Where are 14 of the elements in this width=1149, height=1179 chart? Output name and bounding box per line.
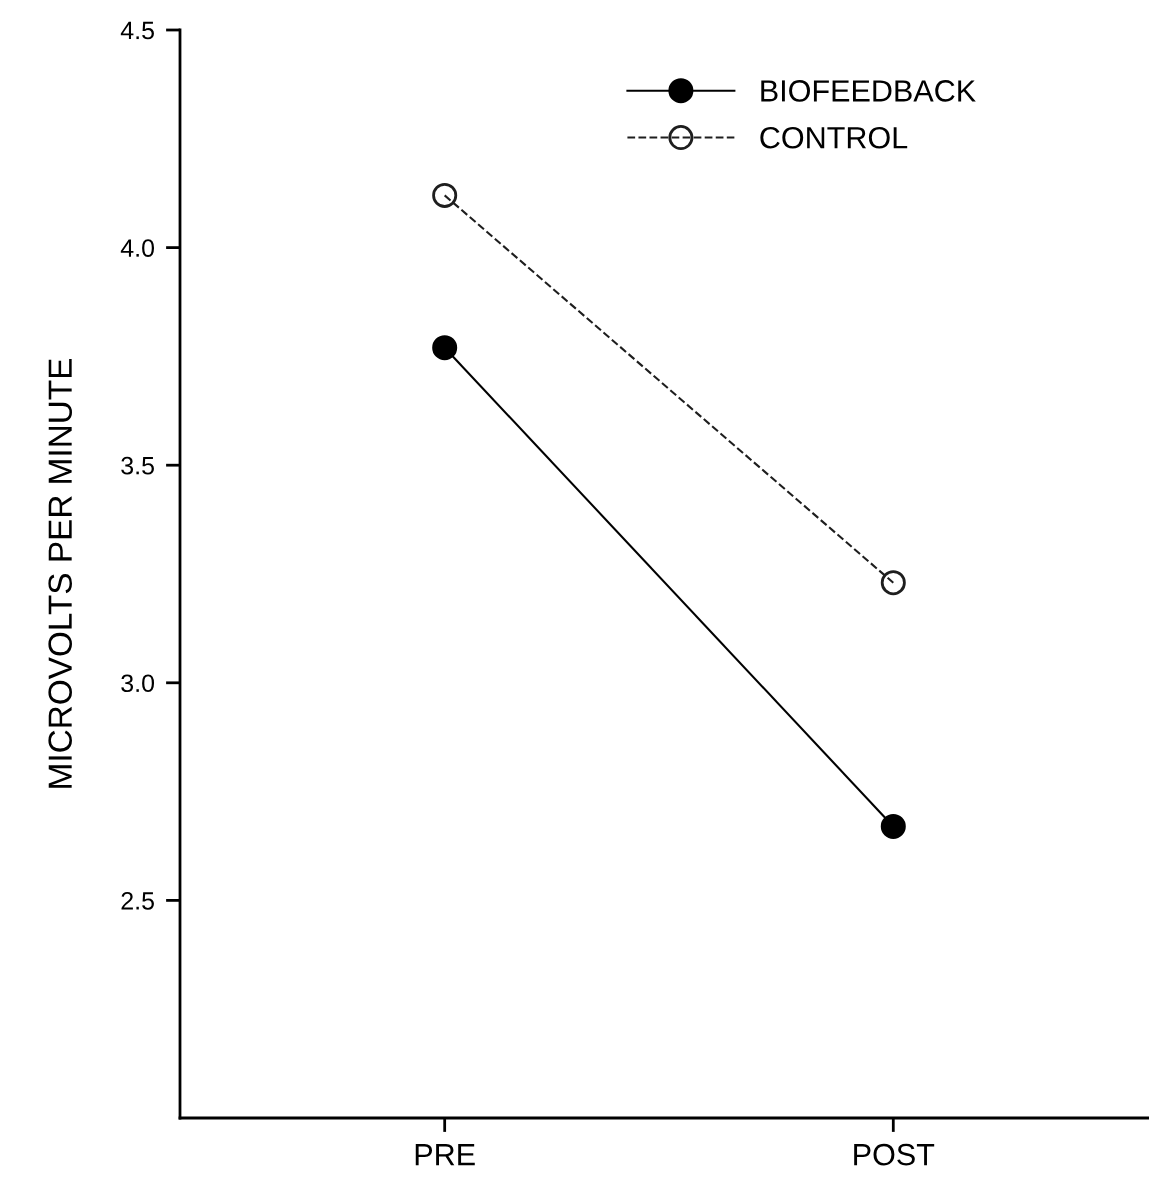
y-tick-label: 4.0 [120,239,155,257]
y-tick-label: 2.5 [121,892,154,910]
y-axis-title: MICROVOLTS PER MINUTE [48,359,72,788]
x-tick-label: PRE [415,1144,475,1166]
y-tick-label: 3.0 [121,674,155,693]
x-tick-label: POST [854,1143,935,1166]
point [880,570,906,596]
point [432,335,458,361]
point [880,813,906,839]
legend-label: CONTROL [760,126,908,149]
y-tick-label: 4.5 [120,21,154,40]
y-tick-label: 3.5 [121,456,154,475]
legend-label: BIOFEEDBACK [761,80,976,102]
point [432,182,458,208]
